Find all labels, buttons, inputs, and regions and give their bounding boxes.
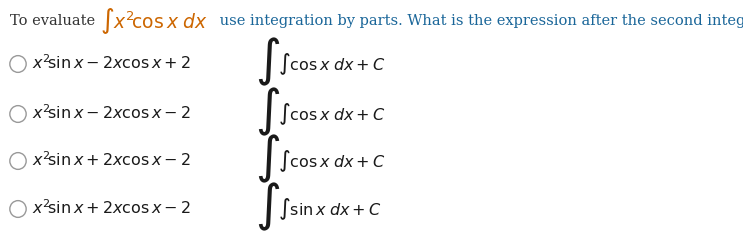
Text: $\int$: $\int$ [255,180,280,233]
Text: $\int x^2\!\cos x\; dx$: $\int x^2\!\cos x\; dx$ [100,6,207,36]
Text: $\int \sin x\; dx + C$: $\int \sin x\; dx + C$ [278,196,381,222]
Text: $x^2\!\sin x - 2x\cos x - 2$: $x^2\!\sin x - 2x\cos x - 2$ [32,105,191,123]
Text: use integration by parts. What is the expression after the second integration by: use integration by parts. What is the ex… [215,14,743,28]
Text: $\int \cos x\; dx + C$: $\int \cos x\; dx + C$ [278,101,386,127]
Text: $x^2\!\sin x + 2x\cos x - 2$: $x^2\!\sin x + 2x\cos x - 2$ [32,200,191,218]
Text: $\int$: $\int$ [255,86,280,138]
Text: $\int$: $\int$ [255,35,280,88]
Text: $x^2\!\sin x - 2x\cos x + 2$: $x^2\!\sin x - 2x\cos x + 2$ [32,55,191,73]
Text: $\int$: $\int$ [255,132,280,185]
Text: $\int \cos x\; dx + C$: $\int \cos x\; dx + C$ [278,51,386,77]
Text: $\int \cos x\; dx + C$: $\int \cos x\; dx + C$ [278,148,386,174]
Text: To evaluate: To evaluate [10,14,95,28]
Text: $x^2\!\sin x + 2x\cos x - 2$: $x^2\!\sin x + 2x\cos x - 2$ [32,152,191,170]
